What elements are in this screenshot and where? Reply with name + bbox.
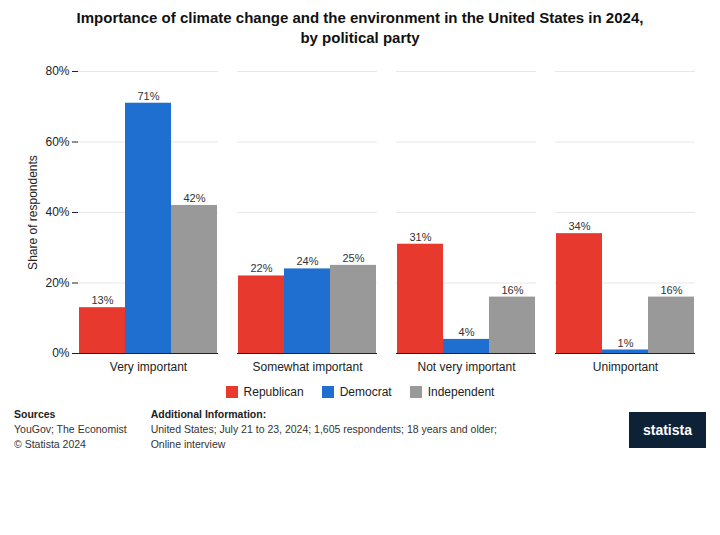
html-text:Republican: Republican	[243, 385, 304, 399]
svg-text:Very important: Very important	[110, 360, 188, 374]
svg-text:Not very important: Not very important	[417, 360, 516, 374]
svg-text:1%: 1%	[618, 336, 634, 348]
svg-text:22%: 22%	[250, 262, 272, 274]
svg-text:0%: 0%	[52, 346, 70, 360]
svg-text:71%: 71%	[137, 90, 159, 102]
svg-text:24%: 24%	[296, 255, 318, 267]
svg-text:40%: 40%	[45, 205, 69, 219]
svg-text:Unimportant: Unimportant	[593, 360, 659, 374]
svg-text:34%: 34%	[568, 220, 590, 232]
html-text:United States; July 21 to 23,: United States; July 21 to 23, 2024; 1,60…	[150, 423, 497, 451]
html-text:Importance of climate change a: Importance of climate change and the env…	[76, 9, 644, 46]
svg-text:13%: 13%	[91, 294, 113, 306]
svg-text:20%: 20%	[45, 276, 69, 290]
svg-text:Somewhat important: Somewhat important	[252, 360, 363, 374]
html-text:YouGov; The Economist © Statis: YouGov; The Economist © Statista 2024	[14, 423, 127, 451]
svg-text:4%: 4%	[459, 326, 475, 338]
html-text:Independent: Independent	[427, 385, 495, 399]
svg-text:16%: 16%	[501, 284, 523, 296]
html-text:Sources: Sources	[14, 408, 56, 420]
svg-text:42%: 42%	[183, 192, 205, 204]
svg-text:80%: 80%	[45, 64, 69, 78]
svg-text:16%: 16%	[660, 284, 682, 296]
svg-text:Share of respondents: Share of respondents	[26, 155, 40, 270]
svg-text:25%: 25%	[342, 252, 364, 264]
html-text:statista: statista	[643, 421, 692, 438]
svg-text:31%: 31%	[409, 231, 431, 243]
html-text:Democrat: Democrat	[339, 385, 392, 399]
svg-text:60%: 60%	[45, 135, 69, 149]
html-text:Additional Information:: Additional Information:	[150, 408, 267, 420]
